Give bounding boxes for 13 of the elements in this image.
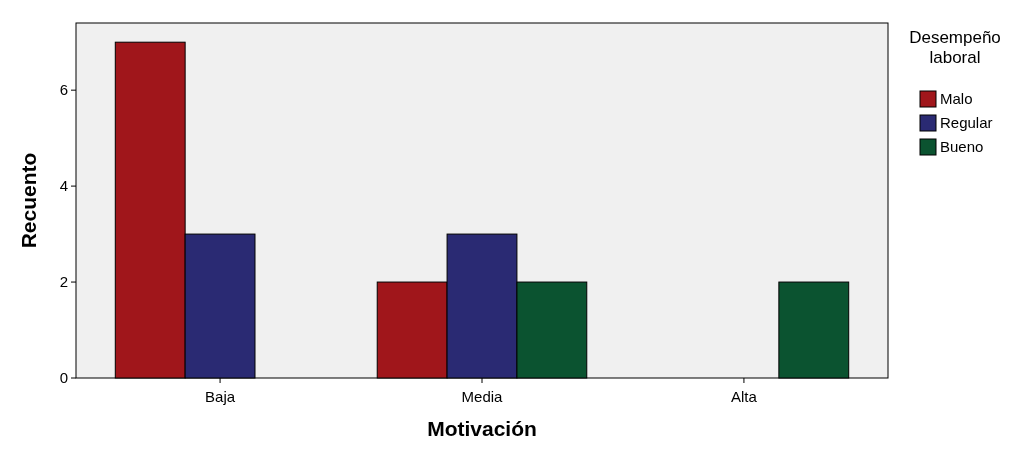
y-tick-label: 4 (59, 177, 68, 195)
legend-label: Regular (940, 114, 993, 132)
legend-label: Malo (940, 90, 973, 108)
y-tick-label: 0 (59, 369, 68, 387)
y-tick-label: 6 (59, 81, 68, 99)
y-tick-label: 2 (59, 273, 68, 291)
x-tick-label: Baja (205, 388, 236, 405)
legend-title: Desempeño laboral (909, 28, 1001, 67)
x-axis-title: Motivación (427, 417, 537, 440)
legend-label: Bueno (940, 138, 984, 156)
x-tick-label: Media (461, 388, 504, 405)
y-axis-title: Recuento (17, 152, 40, 249)
x-tick-label: Alta (731, 388, 758, 405)
